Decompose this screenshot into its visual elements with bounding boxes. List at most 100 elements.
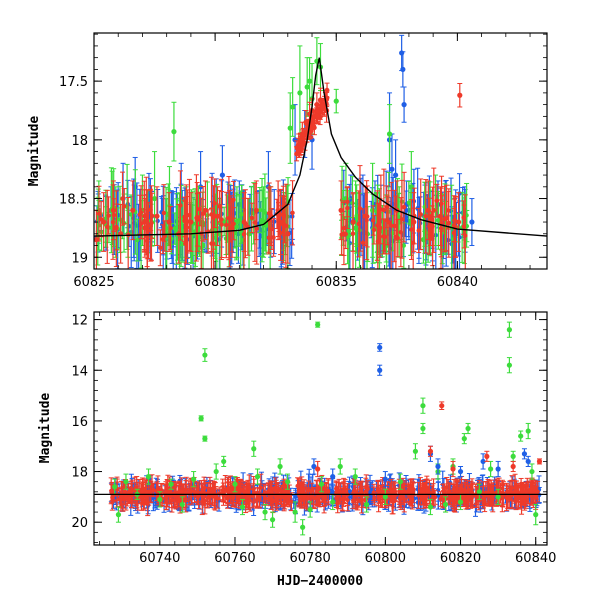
top-red-point [110,207,116,213]
top-blue-point [392,172,399,178]
top-x-tick-label: 60830 [194,275,235,290]
top-red-point [357,206,363,211]
top-red-point [311,116,316,121]
top-red-point [362,213,368,219]
top-red-point [202,207,209,213]
top-red-point [315,109,321,115]
top-green-point [171,129,177,135]
top-red-point [217,204,222,209]
top-red-point [182,218,187,223]
top-axes-frame [93,32,548,270]
top-red-point [271,235,276,240]
top-red-point [266,235,272,240]
top-red-point [96,211,102,216]
top-green-point [306,78,313,84]
top-red-point [253,207,259,213]
top-red-point [158,245,163,250]
top-red-point [382,234,388,240]
top-green-point [287,125,293,131]
top-red-point [184,221,189,227]
top-red-point [149,213,155,219]
top-red-point [398,229,404,235]
top-green-point [297,90,303,96]
top-red-point [283,223,289,229]
top-red-point [298,138,304,144]
top-red-point [377,225,383,231]
top-red-point [371,227,377,232]
top-red-point [423,214,429,219]
top-green-point [151,195,158,202]
top-red-point [278,219,283,225]
top-red-point [314,113,320,119]
top-green-point [333,98,339,104]
top-x-tick-label: 60840 [437,275,478,290]
top-red-point [224,222,229,228]
top-red-point [341,225,347,231]
top-red-point [285,231,291,237]
top-red-point [297,147,302,153]
top-green-point [135,237,140,243]
top-blue-point [469,219,475,225]
top-model-curve [94,57,547,237]
top-green-point [436,218,441,223]
top-y-tick-label: 17.5 [59,75,88,90]
top-red-point [437,213,444,219]
top-red-point [149,220,154,226]
top-red-point [138,221,144,226]
top-red-point [461,224,467,229]
top-red-point [195,217,200,222]
top-red-point [411,219,417,225]
top-red-point [345,205,350,211]
bottom-plot-area [94,321,547,536]
top-y-tick-label: 18 [71,134,88,149]
top-red-point [229,225,235,231]
top-red-point [446,220,452,226]
top-red-point [457,92,463,98]
top-red-point [101,219,107,225]
top-red-point [120,196,125,201]
top-green-point [290,104,296,110]
top-red-point [386,220,392,225]
top-red-point [197,206,202,212]
top-blue-point [401,102,407,108]
top-red-point [409,227,414,232]
top-red-point [384,204,389,209]
top-red-point [142,225,148,231]
top-green-point [353,225,359,231]
top-red-point [311,125,317,131]
top-y-tick-label: 18.5 [59,193,88,208]
top-blue-point [389,166,395,172]
top-red-point [154,213,160,219]
top-red-point [219,217,224,222]
top-y-axis-label: Magnitude [27,116,42,187]
top-red-point [249,215,255,221]
top-plot-area [94,34,547,269]
top-green-point [257,207,263,213]
bottom-red-point [110,495,115,500]
top-red-point [114,226,119,231]
top-green-point [420,237,427,243]
top-red-point [425,207,431,213]
top-red-point [360,240,366,245]
top-green-point [386,131,393,137]
top-blue-point [155,218,160,224]
top-red-point [200,211,206,217]
top-red-point [455,219,462,225]
top-red-point [161,210,167,216]
top-red-point [212,201,217,206]
top-red-point [290,210,295,216]
top-red-point [214,213,221,219]
top-green-point [304,84,310,90]
top-green-point [246,231,252,237]
top-red-point [350,219,356,225]
top-red-point [106,213,111,218]
top-red-point [371,218,376,223]
top-red-point [418,212,423,217]
top-red-point [122,203,127,209]
top-red-point [188,219,194,225]
top-green-point [406,200,412,205]
top-green-point [369,207,376,213]
top-blue-point [219,172,225,178]
top-red-point [442,216,447,222]
